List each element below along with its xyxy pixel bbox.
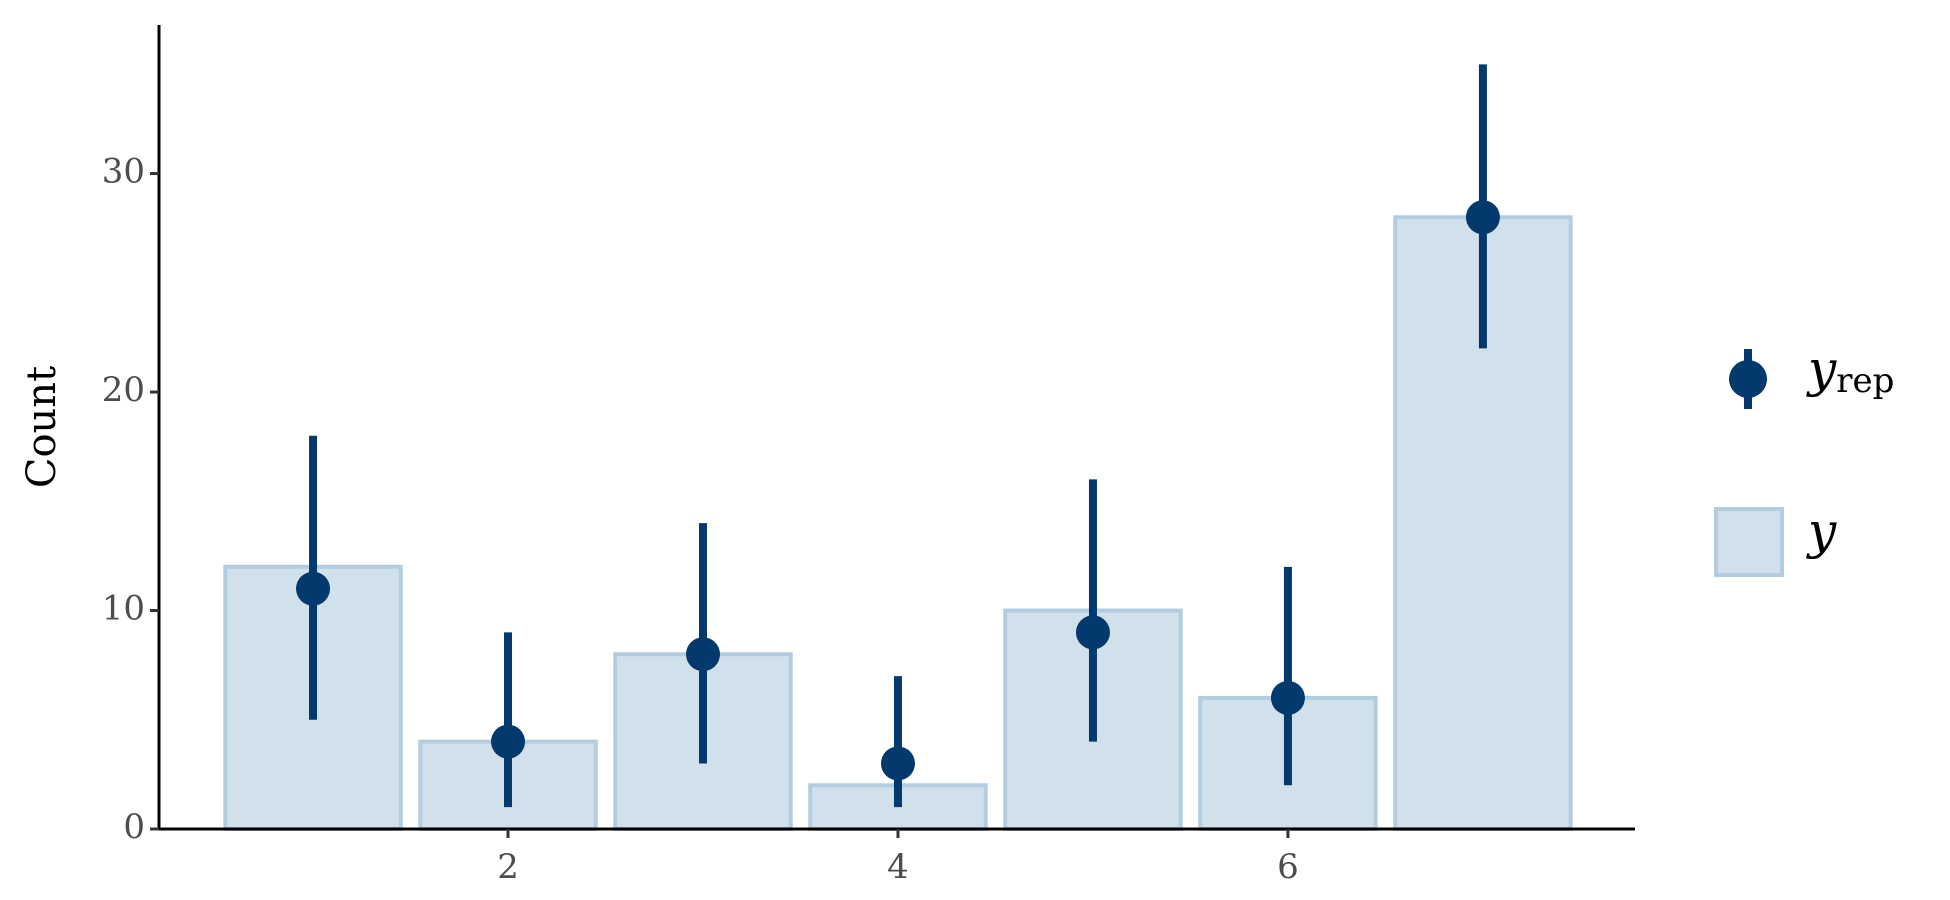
y-tick-label: 20 <box>102 370 145 410</box>
point <box>491 724 526 759</box>
legend-label: yrep <box>1806 340 1894 401</box>
x-tick-label: 6 <box>1277 847 1299 887</box>
legend-label: y <box>1806 502 1837 560</box>
y-tick-label: 30 <box>102 152 145 192</box>
x-tick-label: 2 <box>497 847 519 887</box>
legend-name: y <box>1806 502 1837 560</box>
x-tick-label: 4 <box>887 847 909 887</box>
y-axis-label: Count <box>19 366 65 488</box>
y-tick-label: 10 <box>102 589 145 629</box>
legend-subscript: rep <box>1836 361 1894 401</box>
point <box>1075 615 1110 650</box>
point <box>880 746 915 781</box>
point <box>1465 200 1500 235</box>
point <box>296 571 331 606</box>
point <box>685 637 720 672</box>
legend-symbol <box>1714 507 1784 577</box>
point <box>1270 680 1305 715</box>
y-tick-label: 0 <box>123 807 145 847</box>
legend-name: y <box>1806 340 1837 398</box>
legend-symbol <box>1729 360 1767 398</box>
